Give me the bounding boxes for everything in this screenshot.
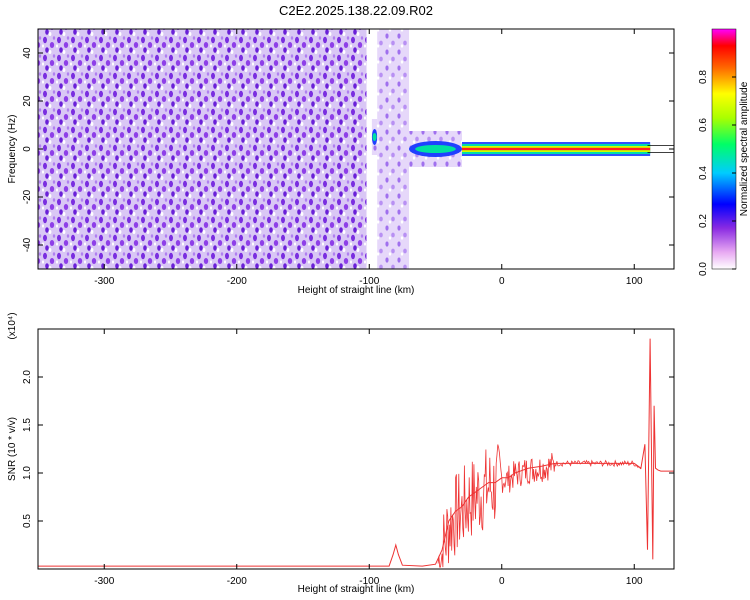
signal-emergence-core xyxy=(415,145,456,153)
spectrogram-x-tick-label: 0 xyxy=(499,276,505,287)
colorbar-gradient xyxy=(711,28,737,270)
signal-band-core xyxy=(462,147,651,151)
spectrogram-x-tick-label: 100 xyxy=(626,276,643,287)
spectrogram-y-tick-label: 20 xyxy=(22,95,33,107)
snr-series-line xyxy=(38,338,674,567)
snr-panel: -300 -200 -100 0 100 0.5 1.0 1.5 2.0 Height of … xyxy=(7,312,675,595)
spectrogram-y-tick-label: -20 xyxy=(22,189,33,204)
snr-y-tick-label: 1.5 xyxy=(22,418,33,432)
snr-x-tick-label: 100 xyxy=(626,576,643,587)
spectrogram-noise-region xyxy=(38,29,367,269)
colorbar-tick-label: 0.8 xyxy=(698,70,709,84)
colorbar-label: Normalized spectral amplitude xyxy=(739,81,750,216)
spectrogram-x-label: Height of straight line (km) xyxy=(298,285,415,296)
signal-emergence-core xyxy=(372,133,377,141)
colorbar-tick-label: 0.2 xyxy=(698,214,709,228)
spectrogram-noise-region xyxy=(377,29,409,269)
colorbar-tick-label: 0.0 xyxy=(698,262,709,276)
snr-x-tick-label: 0 xyxy=(499,576,505,587)
spectrogram-y-tick-label: 0 xyxy=(22,146,33,152)
snr-y-tick-label: 0.5 xyxy=(22,514,33,528)
snr-y-axis: 0.5 1.0 1.5 2.0 xyxy=(22,370,674,528)
snr-x-tick-label: -100 xyxy=(359,576,379,587)
snr-series-noise xyxy=(437,444,641,568)
chart-title: C2E2.2025.138.22.09.R02 xyxy=(279,3,433,18)
snr-y-label: SNR (10 * v/v) xyxy=(7,417,18,481)
colorbar-ticks: 0.0 0.2 0.4 0.6 0.8 xyxy=(698,70,736,276)
colorbar-tick-label: 0.4 xyxy=(698,166,709,180)
spectrogram-gap xyxy=(366,29,372,269)
colorbar-tick-label: 0.6 xyxy=(698,118,709,132)
spectrogram-x-axis: -300 -200 -100 0 100 xyxy=(94,29,643,287)
colorbar: 0.0 0.2 0.4 0.6 0.8 Normalized spectral ampl… xyxy=(698,28,750,276)
snr-scale-note: (x10⁴) xyxy=(7,312,18,339)
spectrogram-image xyxy=(38,29,674,269)
snr-frame xyxy=(37,328,675,570)
spectrogram-y-label: Frequency (Hz) xyxy=(7,115,18,184)
spectrogram-x-tick-label: -200 xyxy=(227,276,247,287)
spectrogram-x-tick-label: -300 xyxy=(94,276,114,287)
spectrogram-y-tick-label: 40 xyxy=(22,47,33,59)
snr-x-axis: -300 -200 -100 0 100 xyxy=(94,329,643,587)
spectrogram-y-tick-label: -40 xyxy=(22,237,33,252)
snr-x-tick-label: -200 xyxy=(227,576,247,587)
snr-x-label: Height of straight line (km) xyxy=(298,584,415,595)
snr-y-tick-label: 2.0 xyxy=(22,370,33,384)
snr-y-tick-label: 1.0 xyxy=(22,466,33,480)
snr-x-tick-label: -300 xyxy=(94,576,114,587)
snr-series-noise-line xyxy=(437,444,641,568)
spectrogram-x-tick-label: -100 xyxy=(359,276,379,287)
spectrogram-y-axis: -40 -20 0 20 40 xyxy=(22,47,674,252)
